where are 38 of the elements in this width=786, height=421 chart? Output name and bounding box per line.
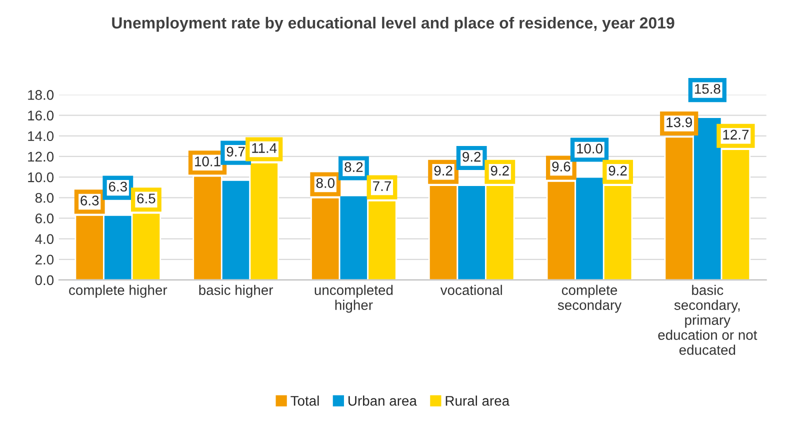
y-tick-label: 10.0 — [28, 172, 54, 182]
data-label: 9.2 — [490, 166, 509, 176]
y-tick-label: 16.0 — [28, 110, 54, 120]
x-tick-label: basic secondary, primary education or not educated — [658, 284, 758, 355]
data-label: 9.7 — [226, 146, 245, 157]
data-label: 9.6 — [552, 162, 570, 172]
data-label: 10.0 — [577, 144, 602, 154]
data-label: 9.2 — [608, 166, 627, 176]
data-label: 6.3 — [108, 182, 127, 192]
chart-title: Unemployment rate by educational level and place of residence, year 2019 — [112, 16, 674, 32]
x-tick-label: complete secondary — [558, 284, 622, 313]
y-tick-label: 14.0 — [28, 131, 54, 142]
x-tick-label: vocational — [440, 284, 502, 296]
data-label: 8.0 — [316, 178, 335, 188]
data-label: 8.2 — [344, 162, 363, 172]
y-tick-label: 12.0 — [28, 152, 54, 162]
legend-label: Total — [290, 396, 319, 406]
data-label: 13.9 — [666, 117, 692, 128]
y-tick-label: 8.0 — [35, 192, 54, 203]
y-tick-label: 4.0 — [35, 234, 54, 244]
data-label: 12.7 — [723, 130, 749, 140]
data-label: 9.2 — [462, 152, 481, 162]
y-tick-label: 0.0 — [35, 275, 54, 286]
x-tick-label: uncompleted higher — [314, 284, 393, 313]
data-label: 7.7 — [373, 181, 391, 191]
data-label: 10.1 — [195, 156, 220, 166]
data-label: 15.8 — [694, 84, 720, 94]
x-tick-label: basic higher — [199, 284, 274, 298]
x-tick-label: complete higher — [69, 284, 168, 298]
data-label: 6.3 — [80, 196, 99, 206]
data-label: 11.4 — [252, 143, 277, 153]
legend-label: Urban area — [348, 396, 417, 406]
data-label: 6.5 — [137, 194, 156, 204]
legend-label: Rural area — [446, 396, 510, 406]
y-tick-label: 18.0 — [28, 90, 54, 100]
y-tick-label: 6.0 — [35, 214, 54, 224]
y-tick-label: 2.0 — [35, 254, 54, 265]
data-label: 9.2 — [434, 166, 452, 176]
